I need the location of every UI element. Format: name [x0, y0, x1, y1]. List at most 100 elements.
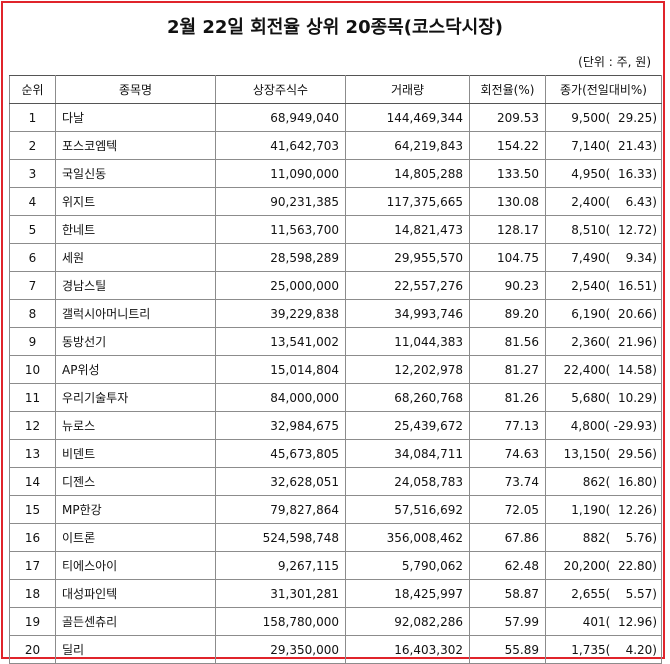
- turnover-cell: 130.08: [469, 187, 546, 216]
- rank-cell: 10: [9, 355, 56, 384]
- stock-name-cell: 우리기술투자: [55, 383, 216, 412]
- stock-name-cell: 세원: [55, 243, 216, 272]
- close-price-cell: 13,150( 29.56): [545, 439, 662, 468]
- volume-cell: 29,955,570: [345, 243, 470, 272]
- close-price-cell: 1,735( 4.20): [545, 635, 662, 664]
- listed-shares-cell: 68,949,040: [215, 103, 346, 132]
- listed-shares-cell: 11,563,700: [215, 215, 346, 244]
- volume-cell: 5,790,062: [345, 551, 470, 580]
- stock-name-cell: 이트론: [55, 523, 216, 552]
- stock-name-cell: AP위성: [55, 355, 216, 384]
- rank-cell: 4: [9, 187, 56, 216]
- stock-name-cell: 다날: [55, 103, 216, 132]
- close-price-cell: 7,490( 9.34): [545, 243, 662, 272]
- stock-name-cell: 한네트: [55, 215, 216, 244]
- rank-cell: 11: [9, 383, 56, 412]
- rank-cell: 18: [9, 579, 56, 608]
- volume-cell: 64,219,843: [345, 131, 470, 160]
- volume-cell: 34,084,711: [345, 439, 470, 468]
- stock-name-cell: 국일신동: [55, 159, 216, 188]
- table-row: 19 골든센츄리 158,780,000 92,082,286 57.99 401( 12…: [9, 607, 662, 636]
- stock-name-cell: 딜리: [55, 635, 216, 664]
- close-price-cell: 2,400( 6.43): [545, 187, 662, 216]
- close-price-cell: 5,680( 10.29): [545, 383, 662, 412]
- close-price-cell: 2,540( 16.51): [545, 271, 662, 300]
- table-row: 10 AP위성 15,014,804 12,202,978 81.27 22,400( 1…: [9, 355, 662, 384]
- rank-cell: 19: [9, 607, 56, 636]
- page-title: 2월 22일 회전율 상위 20종목(코스닥시장): [167, 17, 503, 38]
- col-header-turnover: 회전율(%): [469, 75, 546, 104]
- listed-shares-cell: 524,598,748: [215, 523, 346, 552]
- rank-cell: 17: [9, 551, 56, 580]
- rank-cell: 14: [9, 467, 56, 496]
- close-price-cell: 862( 16.80): [545, 467, 662, 496]
- volume-cell: 16,403,302: [345, 635, 470, 664]
- stock-name-cell: 골든센츄리: [55, 607, 216, 636]
- stock-name-cell: 위지트: [55, 187, 216, 216]
- rank-cell: 8: [9, 299, 56, 328]
- volume-cell: 68,260,768: [345, 383, 470, 412]
- rank-cell: 13: [9, 439, 56, 468]
- turnover-cell: 73.74: [469, 467, 546, 496]
- turnover-cell: 133.50: [469, 159, 546, 188]
- close-price-cell: 9,500( 29.25): [545, 103, 662, 132]
- volume-cell: 356,008,462: [345, 523, 470, 552]
- volume-cell: 144,469,344: [345, 103, 470, 132]
- stock-name-cell: 뉴로스: [55, 411, 216, 440]
- turnover-cell: 74.63: [469, 439, 546, 468]
- rank-cell: 9: [9, 327, 56, 356]
- col-header-volume: 거래량: [345, 75, 470, 104]
- table-row: 1 다날 68,949,040 144,469,344 209.53 9,500( 29.…: [9, 103, 662, 132]
- col-header-close: 종가(전일대비%): [545, 75, 662, 104]
- close-price-cell: 4,800( -29.93): [545, 411, 662, 440]
- close-price-cell: 4,950( 16.33): [545, 159, 662, 188]
- listed-shares-cell: 28,598,289: [215, 243, 346, 272]
- listed-shares-cell: 25,000,000: [215, 271, 346, 300]
- close-price-cell: 1,190( 12.26): [545, 495, 662, 524]
- rank-cell: 5: [9, 215, 56, 244]
- table-row: 3 국일신동 11,090,000 14,805,288 133.50 4,950( 16…: [9, 159, 662, 188]
- volume-cell: 34,993,746: [345, 299, 470, 328]
- stock-name-cell: 비덴트: [55, 439, 216, 468]
- stock-name-cell: 경남스틸: [55, 271, 216, 300]
- turnover-table: 순위 종목명 상장주식수 거래량 회전율(%) 종가(전일대비%) 1 다날 68,…: [9, 75, 662, 664]
- turnover-cell: 72.05: [469, 495, 546, 524]
- table-row: 20 딜리 29,350,000 16,403,302 55.89 1,735( 4.20…: [9, 635, 662, 664]
- listed-shares-cell: 158,780,000: [215, 607, 346, 636]
- turnover-cell: 104.75: [469, 243, 546, 272]
- listed-shares-cell: 13,541,002: [215, 327, 346, 356]
- rank-cell: 3: [9, 159, 56, 188]
- close-price-cell: 401( 12.96): [545, 607, 662, 636]
- table-row: 14 디젠스 32,628,051 24,058,783 73.74 862( 16.80…: [9, 467, 662, 496]
- table-row: 7 경남스틸 25,000,000 22,557,276 90.23 2,540( 16.…: [9, 271, 662, 300]
- table-row: 16 이트론 524,598,748 356,008,462 67.86 882( 5.7…: [9, 523, 662, 552]
- table-row: 2 포스코엠텍 41,642,703 64,219,843 154.22 7,140( 2…: [9, 131, 662, 160]
- table-row: 9 동방선기 13,541,002 11,044,383 81.56 2,360( 21.…: [9, 327, 662, 356]
- volume-cell: 92,082,286: [345, 607, 470, 636]
- table-row: 18 대성파인텍 31,301,281 18,425,997 58.87 2,655( 5…: [9, 579, 662, 608]
- col-header-rank: 순위: [9, 75, 56, 104]
- turnover-cell: 67.86: [469, 523, 546, 552]
- turnover-cell: 81.27: [469, 355, 546, 384]
- rank-cell: 2: [9, 131, 56, 160]
- listed-shares-cell: 84,000,000: [215, 383, 346, 412]
- rank-cell: 20: [9, 635, 56, 664]
- listed-shares-cell: 15,014,804: [215, 355, 346, 384]
- turnover-cell: 58.87: [469, 579, 546, 608]
- turnover-cell: 77.13: [469, 411, 546, 440]
- listed-shares-cell: 11,090,000: [215, 159, 346, 188]
- listed-shares-cell: 45,673,805: [215, 439, 346, 468]
- volume-cell: 12,202,978: [345, 355, 470, 384]
- rank-cell: 6: [9, 243, 56, 272]
- volume-cell: 24,058,783: [345, 467, 470, 496]
- rank-cell: 7: [9, 271, 56, 300]
- listed-shares-cell: 41,642,703: [215, 131, 346, 160]
- turnover-cell: 62.48: [469, 551, 546, 580]
- volume-cell: 14,821,473: [345, 215, 470, 244]
- stock-name-cell: 갤럭시아머니트리: [55, 299, 216, 328]
- turnover-cell: 57.99: [469, 607, 546, 636]
- listed-shares-cell: 32,628,051: [215, 467, 346, 496]
- listed-shares-cell: 90,231,385: [215, 187, 346, 216]
- table-row: 12 뉴로스 32,984,675 25,439,672 77.13 4,800( -29…: [9, 411, 662, 440]
